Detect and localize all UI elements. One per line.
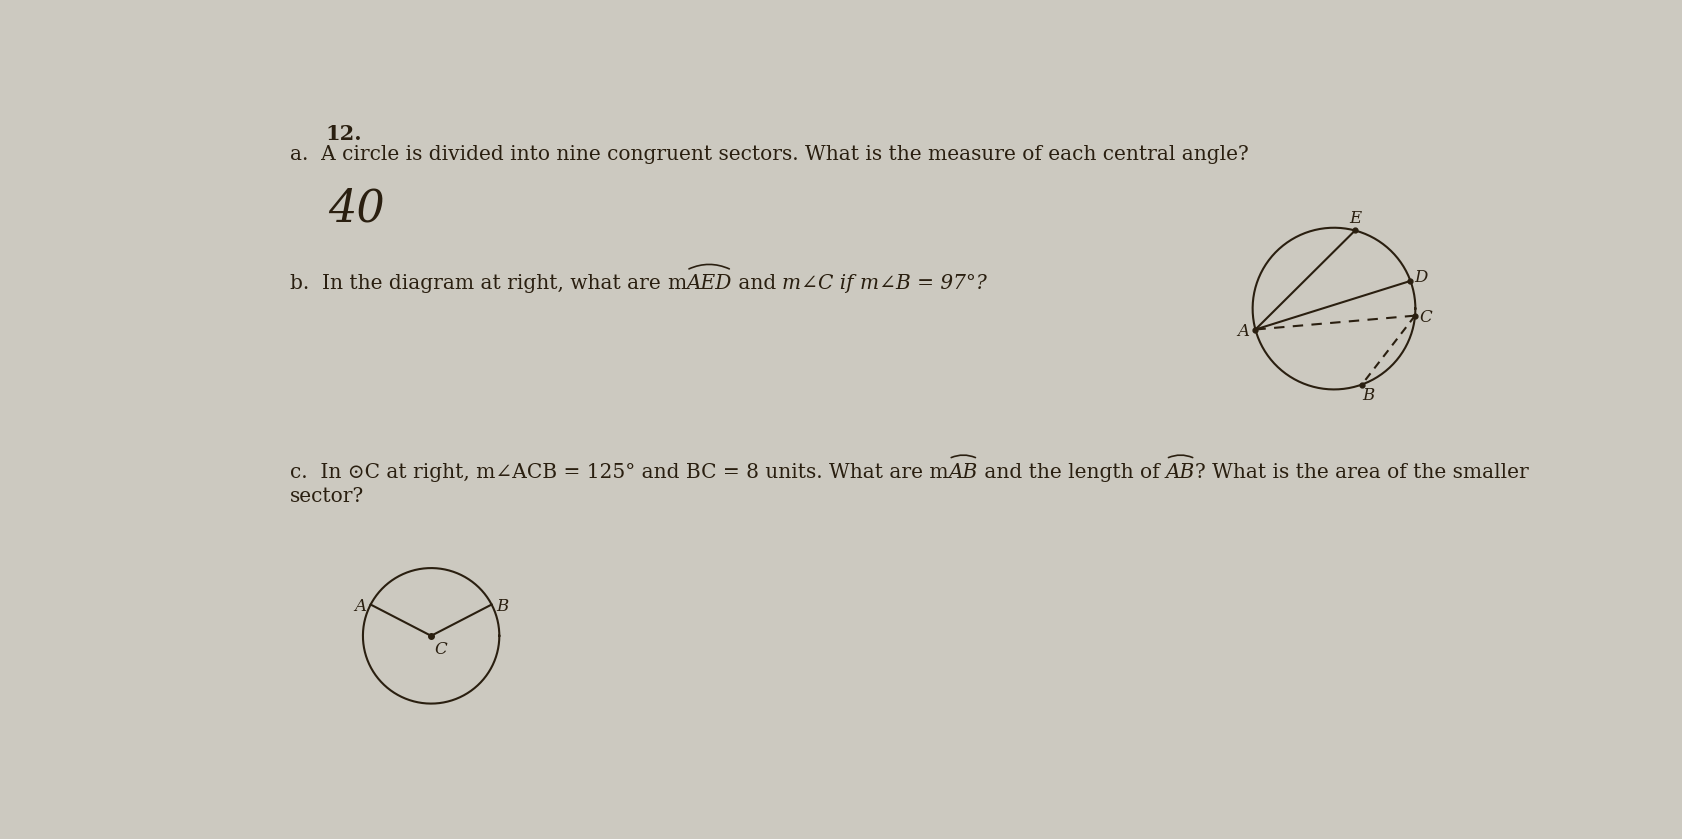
Text: sector?: sector? [289, 487, 365, 506]
Text: AB: AB [949, 462, 977, 482]
Text: b.  In the diagram at right, what are: b. In the diagram at right, what are [289, 274, 668, 293]
Text: C: C [1420, 309, 1433, 326]
Text: D: D [1415, 269, 1428, 286]
Text: E: E [1349, 210, 1361, 227]
Text: m∠C if m∠B = 97°?: m∠C if m∠B = 97°? [782, 274, 987, 293]
Text: m: m [668, 274, 686, 293]
Text: A: A [353, 597, 365, 615]
Text: C: C [434, 641, 447, 658]
Text: and: and [732, 274, 782, 293]
Text: a.  A circle is divided into nine congruent sectors. What is the measure of each: a. A circle is divided into nine congrue… [289, 145, 1248, 164]
Text: AB: AB [1166, 462, 1196, 482]
Text: 12.: 12. [325, 124, 362, 143]
Text: c.  In ⊙C at right, m∠ACB = 125° and BC = 8 units. What are m: c. In ⊙C at right, m∠ACB = 125° and BC =… [289, 462, 949, 482]
Text: 40: 40 [328, 187, 385, 230]
Text: A: A [1236, 322, 1250, 340]
Text: ? What is the area of the smaller: ? What is the area of the smaller [1196, 462, 1529, 482]
Text: B: B [1362, 387, 1374, 404]
Text: and the length of: and the length of [977, 462, 1166, 482]
Text: AED: AED [686, 274, 732, 293]
Text: B: B [496, 597, 508, 615]
